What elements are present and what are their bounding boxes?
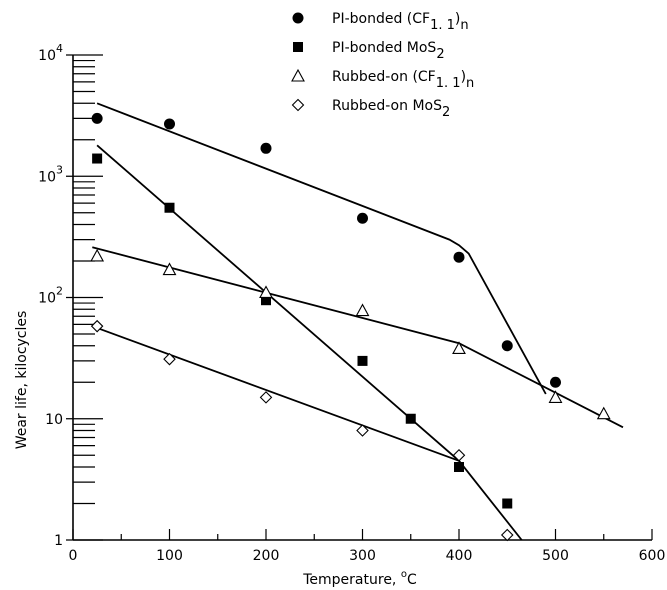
data-point-series-1 bbox=[260, 142, 272, 154]
legend-label-series-3: Rubbed-on (CF1. 1)n bbox=[332, 69, 474, 91]
data-point-series-2 bbox=[405, 413, 416, 424]
fit-lines bbox=[91, 102, 624, 541]
data-point-series-3 bbox=[259, 285, 273, 299]
x-tick-label: 100 bbox=[156, 548, 183, 564]
y-tick-label: 10 bbox=[45, 412, 63, 428]
x-tick-label: 200 bbox=[253, 548, 280, 564]
data-point-series-4 bbox=[259, 391, 273, 404]
data-point-series-2 bbox=[261, 295, 271, 306]
data-point-series-1 bbox=[550, 376, 561, 388]
data-point-series-4 bbox=[500, 528, 514, 542]
y-tick-label: 103 bbox=[38, 163, 63, 185]
x-tick-label: 600 bbox=[639, 548, 666, 564]
data-point-series-3 bbox=[355, 303, 370, 317]
data-point-series-4 bbox=[163, 352, 176, 366]
legend-marker-series-1 bbox=[292, 12, 304, 24]
y-tick-label: 1 bbox=[54, 533, 63, 549]
fit-line-series-4 bbox=[91, 325, 460, 462]
data-point-series-4 bbox=[90, 319, 104, 333]
data-point-series-2 bbox=[502, 498, 513, 509]
legend-marker-series-3 bbox=[291, 68, 305, 82]
data-point-series-3 bbox=[162, 262, 177, 276]
legend-label-series-1: PI-bonded (CF1. 1)n bbox=[332, 11, 469, 33]
data-point-series-3 bbox=[596, 406, 611, 420]
data-point-series-2 bbox=[164, 202, 175, 213]
data-point-series-1 bbox=[501, 340, 513, 352]
axes: 0 100 200 300 400 500 600 1 10 102 103 104 bbox=[38, 42, 665, 564]
data-point-series-1 bbox=[453, 251, 465, 263]
data-points bbox=[90, 112, 611, 542]
x-tick-label: 300 bbox=[349, 548, 376, 564]
data-point-series-3 bbox=[548, 390, 563, 403]
y-axis-label: Wear life, kilocycles bbox=[14, 311, 30, 450]
x-tick-label: 500 bbox=[542, 548, 569, 564]
y-tick-label: 102 bbox=[38, 285, 63, 307]
data-point-series-2 bbox=[454, 462, 464, 473]
data-point-series-2 bbox=[92, 153, 103, 164]
data-point-series-3 bbox=[90, 248, 105, 262]
data-point-series-2 bbox=[357, 355, 368, 366]
x-axis-label: Temperature, oC bbox=[302, 569, 417, 588]
data-point-series-1 bbox=[357, 212, 368, 224]
data-point-series-4 bbox=[356, 424, 369, 437]
legend: PI-bonded (CF1. 1)n PI-bonded MoS2 Rubbed-… bbox=[291, 11, 474, 120]
legend-label-series-4: Rubbed-on MoS2 bbox=[332, 98, 450, 120]
data-point-series-1 bbox=[164, 118, 175, 130]
fit-line-series-1 bbox=[96, 102, 547, 395]
data-point-series-3 bbox=[452, 341, 466, 355]
y-tick-label: 104 bbox=[38, 42, 63, 64]
data-point-series-4 bbox=[452, 448, 466, 462]
legend-label-series-2: PI-bonded MoS2 bbox=[332, 40, 445, 62]
legend-marker-series-4 bbox=[291, 98, 305, 112]
x-tick-label: 400 bbox=[446, 548, 473, 564]
x-tick-label: 0 bbox=[69, 548, 78, 564]
legend-marker-series-2 bbox=[293, 42, 303, 52]
data-point-series-1 bbox=[91, 112, 103, 124]
